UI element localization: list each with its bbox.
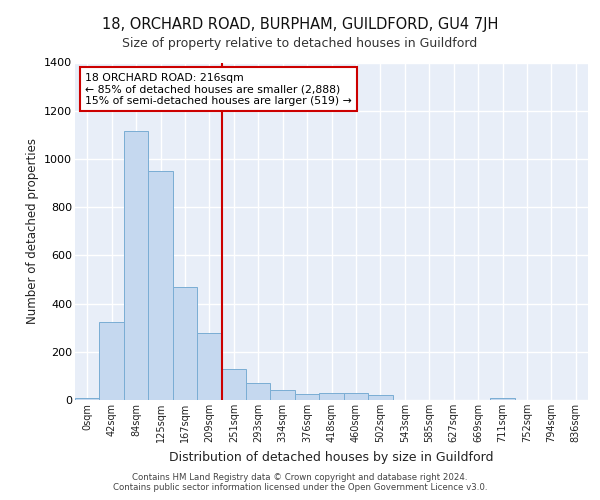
Text: Size of property relative to detached houses in Guildford: Size of property relative to detached ho… <box>122 38 478 51</box>
Bar <box>490 398 515 400</box>
Bar <box>75 398 100 400</box>
Bar <box>271 390 295 400</box>
Bar <box>319 394 344 400</box>
X-axis label: Distribution of detached houses by size in Guildford: Distribution of detached houses by size … <box>169 450 494 464</box>
Bar <box>124 131 148 400</box>
Bar <box>100 322 124 400</box>
Bar <box>344 394 368 400</box>
Bar <box>148 171 173 400</box>
Bar <box>246 383 271 400</box>
Bar <box>221 368 246 400</box>
Bar <box>197 332 221 400</box>
Bar <box>173 287 197 400</box>
Y-axis label: Number of detached properties: Number of detached properties <box>26 138 38 324</box>
Text: 18 ORCHARD ROAD: 216sqm
← 85% of detached houses are smaller (2,888)
15% of semi: 18 ORCHARD ROAD: 216sqm ← 85% of detache… <box>85 72 352 106</box>
Bar <box>295 394 319 400</box>
Text: 18, ORCHARD ROAD, BURPHAM, GUILDFORD, GU4 7JH: 18, ORCHARD ROAD, BURPHAM, GUILDFORD, GU… <box>102 18 498 32</box>
Text: Contains HM Land Registry data © Crown copyright and database right 2024.
Contai: Contains HM Land Registry data © Crown c… <box>113 473 487 492</box>
Bar <box>368 395 392 400</box>
